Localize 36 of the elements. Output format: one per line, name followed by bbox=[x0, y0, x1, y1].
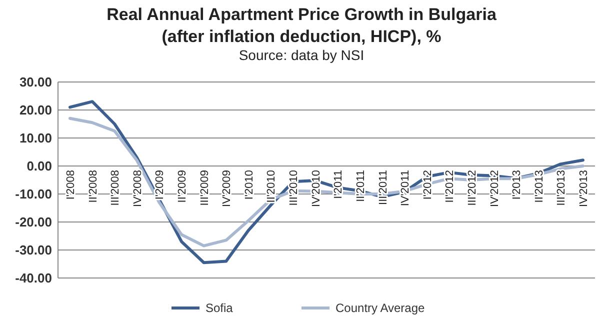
x-tick-label: IV'2008 bbox=[132, 170, 144, 207]
legend-label: Sofia bbox=[206, 301, 234, 316]
x-tick-label: III'2011 bbox=[377, 170, 390, 205]
y-tick-label: 20.00 bbox=[19, 102, 52, 118]
chart-subtitle: Source: data by NSI bbox=[238, 47, 364, 63]
x-tick-label: II'2008 bbox=[87, 170, 100, 203]
x-tick-label: II'2012 bbox=[444, 170, 456, 203]
y-tick-label: 0.00 bbox=[26, 158, 52, 174]
x-tick-label: III'2010 bbox=[288, 170, 300, 206]
x-tick-label: III'2009 bbox=[198, 170, 211, 206]
chart-title: Real Annual Apartment Price Growth in Bulgaria (after inflation deduction, HICP), % bbox=[106, 5, 497, 46]
x-tick-label: I'2012 bbox=[422, 170, 434, 200]
x-tick-label: II'2009 bbox=[176, 170, 189, 203]
x-tick-label: III'2008 bbox=[110, 170, 122, 206]
y-tick-label: -20.00 bbox=[15, 214, 52, 230]
x-tick-label: IV'2011 bbox=[400, 170, 412, 206]
legend-label: Country Average bbox=[336, 301, 425, 316]
x-tick-label: II'2010 bbox=[266, 170, 278, 203]
x-tick-label: III'2012 bbox=[466, 170, 478, 206]
x-tick-label: IV'2010 bbox=[310, 170, 322, 207]
y-tick-label: -30.00 bbox=[15, 242, 52, 258]
x-tick-label: I'2008 bbox=[65, 170, 77, 200]
y-tick-label: -10.00 bbox=[15, 186, 52, 202]
y-tick-label: 10.00 bbox=[19, 130, 52, 146]
x-tick-label: I'2011 bbox=[332, 170, 345, 199]
x-tick-label: I'2010 bbox=[243, 170, 256, 200]
y-tick-label: -40.00 bbox=[15, 270, 52, 286]
x-tick-label: I'2009 bbox=[154, 170, 166, 200]
x-tick-label: IV'2009 bbox=[221, 170, 234, 207]
x-tick-label: II'2011 bbox=[354, 170, 367, 202]
x-tick-label: IV'2013 bbox=[578, 170, 590, 207]
x-tick-label: III'2013 bbox=[556, 170, 568, 206]
x-tick-label: I'2013 bbox=[511, 170, 524, 200]
x-tick-label: IV'2012 bbox=[488, 170, 501, 207]
x-tick-label: II'2013 bbox=[533, 170, 546, 203]
y-tick-label: 30.00 bbox=[19, 74, 52, 90]
